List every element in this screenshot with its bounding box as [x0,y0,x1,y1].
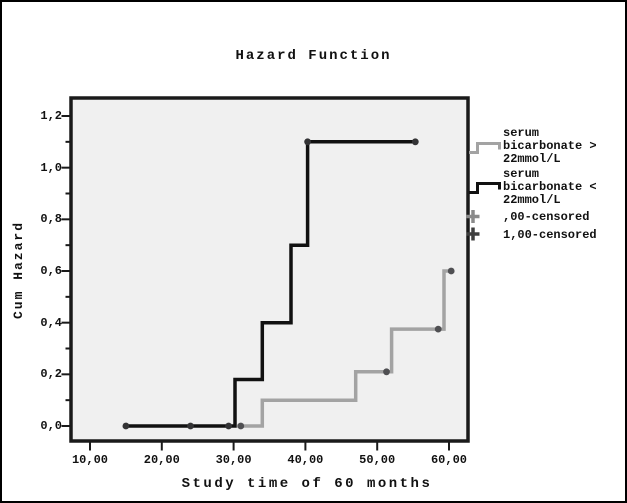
legend-item-label-100-censored: 1,00-censored [503,228,597,242]
hazard-curve-serum-bicarbonate-gt-22 [237,269,452,428]
legend-item-label-lt-22: serum bicarbonate < 22mmol/L [503,167,597,207]
x-tick-label: 60,00 [430,453,467,467]
y-tick-label: 0,2 [40,367,62,382]
censored-marker-serum-bicarbonate-gt-22 [447,267,455,275]
x-tick-label: 40,00 [287,453,324,467]
x-axis-label: Study time of 60 months [181,476,433,492]
legend-series-lt-22-step-line-icon [469,182,501,194]
censored-marker-serum-bicarbonate-lt-22 [225,422,233,430]
y-tick-label: 0,6 [40,264,62,278]
y-tick-label: 0,8 [40,212,62,227]
censored-marker-serum-bicarbonate-lt-22 [304,138,311,146]
censored-marker-serum-bicarbonate-lt-22 [122,422,130,430]
censored-marker-serum-bicarbonate-lt-22 [411,138,419,146]
hazard-curve-serum-bicarbonate-lt-22 [125,140,416,428]
censored-marker-serum-bicarbonate-gt-22 [237,422,245,430]
x-tick-label: 20,00 [143,453,180,467]
censored-marker-serum-bicarbonate-gt-22 [383,368,390,376]
y-tick-label: 0,4 [40,315,62,330]
legend-series-gt-22-step-line-icon [469,142,501,154]
y-tick-label: 0,0 [40,419,62,433]
plot-area [69,96,470,443]
x-tick-label: 30,00 [215,453,252,467]
legend-item-label-00-censored: ,00-censored [503,210,590,224]
x-tick-label: 10,00 [71,453,108,467]
x-tick-label: 50,00 [359,453,396,467]
y-tick-label: 1,2 [40,109,62,123]
chart-title: Hazard Function [235,48,392,64]
legend-item-label-gt-22: serum bicarbonate > 22mmol/L [503,126,597,166]
censored-marker-serum-bicarbonate-gt-22 [434,325,442,333]
y-tick-label: 1,0 [40,160,62,175]
censored-marker-serum-bicarbonate-lt-22 [187,422,194,430]
